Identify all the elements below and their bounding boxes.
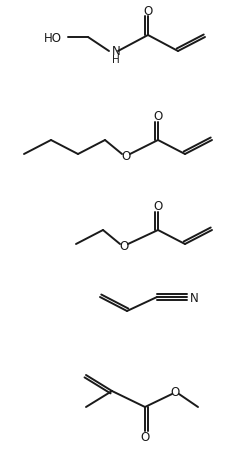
Text: O: O bbox=[122, 150, 130, 163]
Text: O: O bbox=[140, 431, 149, 443]
Text: N: N bbox=[190, 291, 198, 304]
Text: O: O bbox=[170, 386, 179, 398]
Text: O: O bbox=[154, 110, 162, 123]
Text: O: O bbox=[144, 5, 152, 17]
Text: O: O bbox=[154, 200, 162, 213]
Text: H: H bbox=[112, 55, 120, 65]
Text: O: O bbox=[120, 240, 128, 253]
Text: HO: HO bbox=[44, 31, 62, 45]
Text: N: N bbox=[112, 45, 120, 57]
